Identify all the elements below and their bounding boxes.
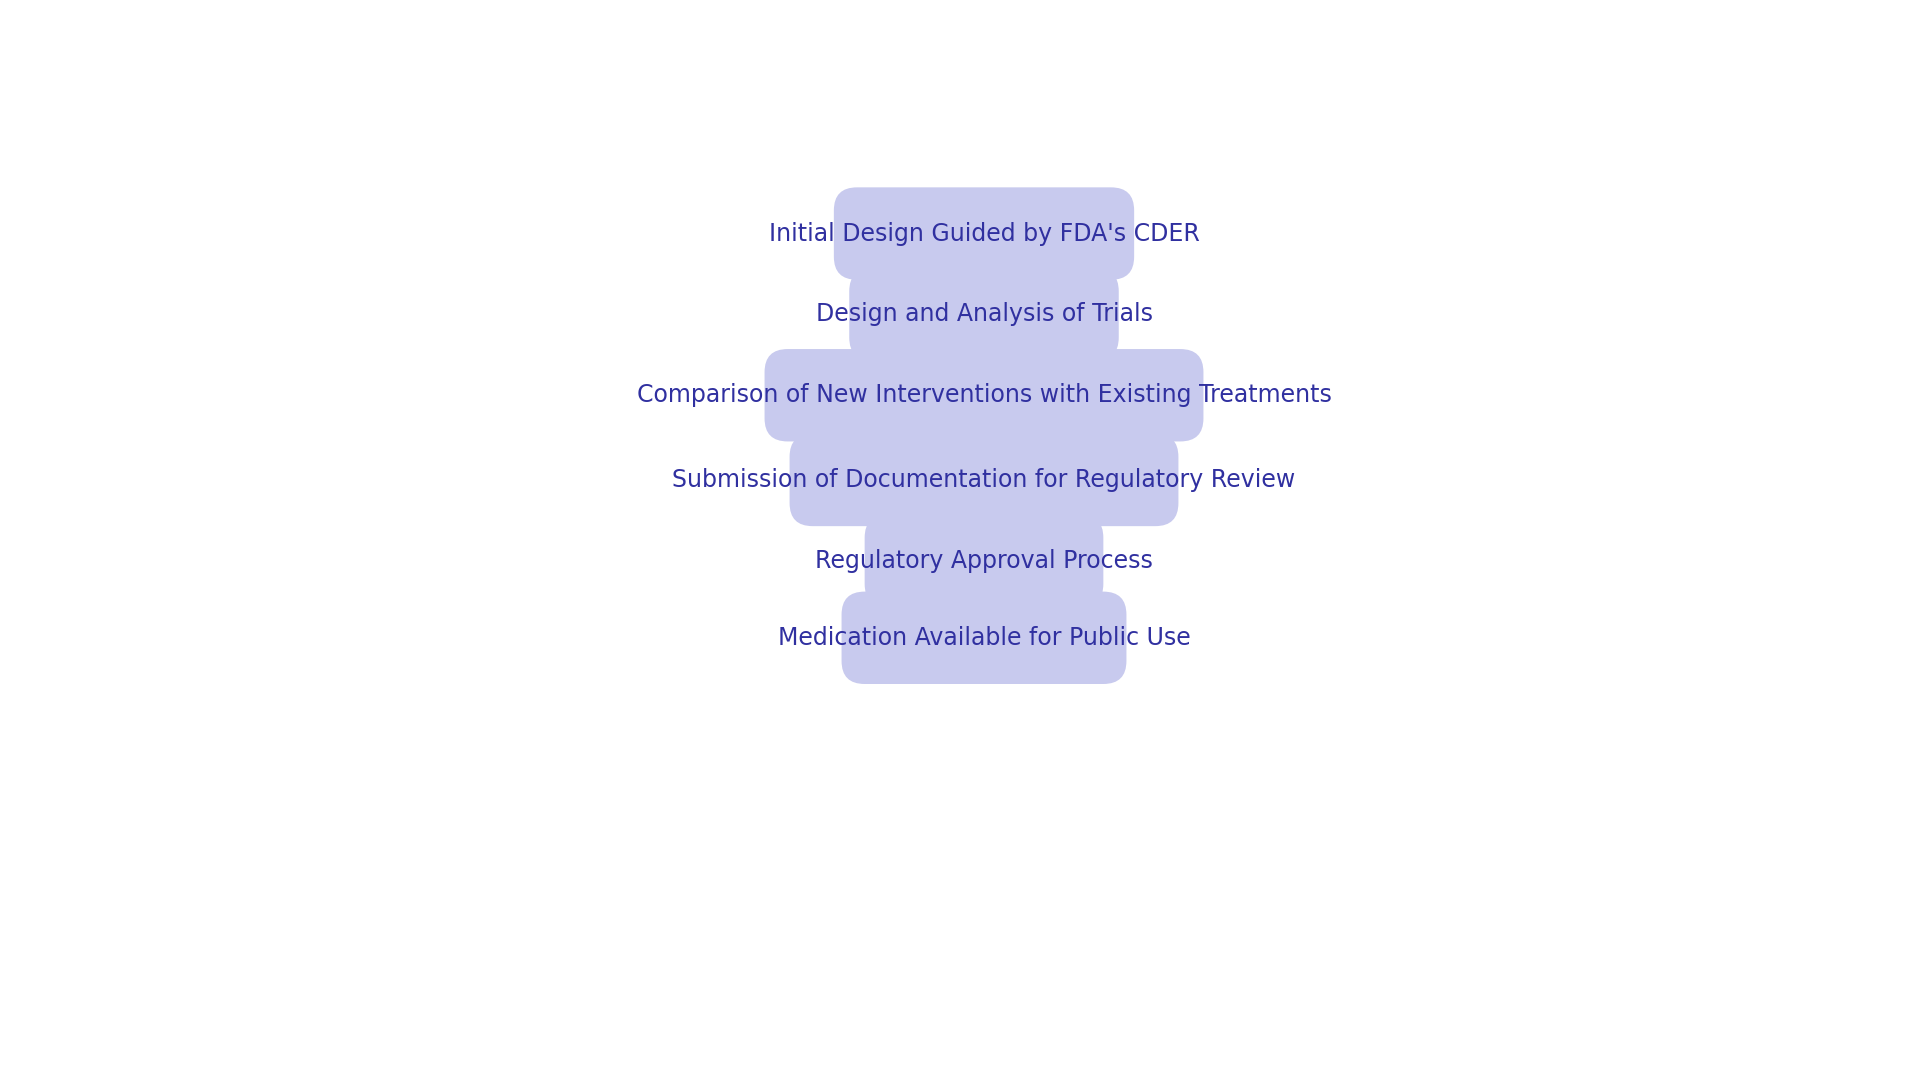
Text: Regulatory Approval Process: Regulatory Approval Process — [816, 549, 1152, 572]
FancyBboxPatch shape — [849, 268, 1119, 361]
FancyBboxPatch shape — [841, 592, 1127, 684]
FancyBboxPatch shape — [864, 514, 1104, 607]
Text: Comparison of New Interventions with Existing Treatments: Comparison of New Interventions with Exi… — [637, 383, 1331, 407]
Text: Design and Analysis of Trials: Design and Analysis of Trials — [816, 302, 1152, 326]
Text: Submission of Documentation for Regulatory Review: Submission of Documentation for Regulato… — [672, 468, 1296, 492]
FancyBboxPatch shape — [764, 349, 1204, 442]
Text: Initial Design Guided by FDA's CDER: Initial Design Guided by FDA's CDER — [768, 221, 1200, 245]
FancyBboxPatch shape — [833, 187, 1135, 280]
FancyBboxPatch shape — [789, 434, 1179, 526]
Text: Medication Available for Public Use: Medication Available for Public Use — [778, 625, 1190, 650]
